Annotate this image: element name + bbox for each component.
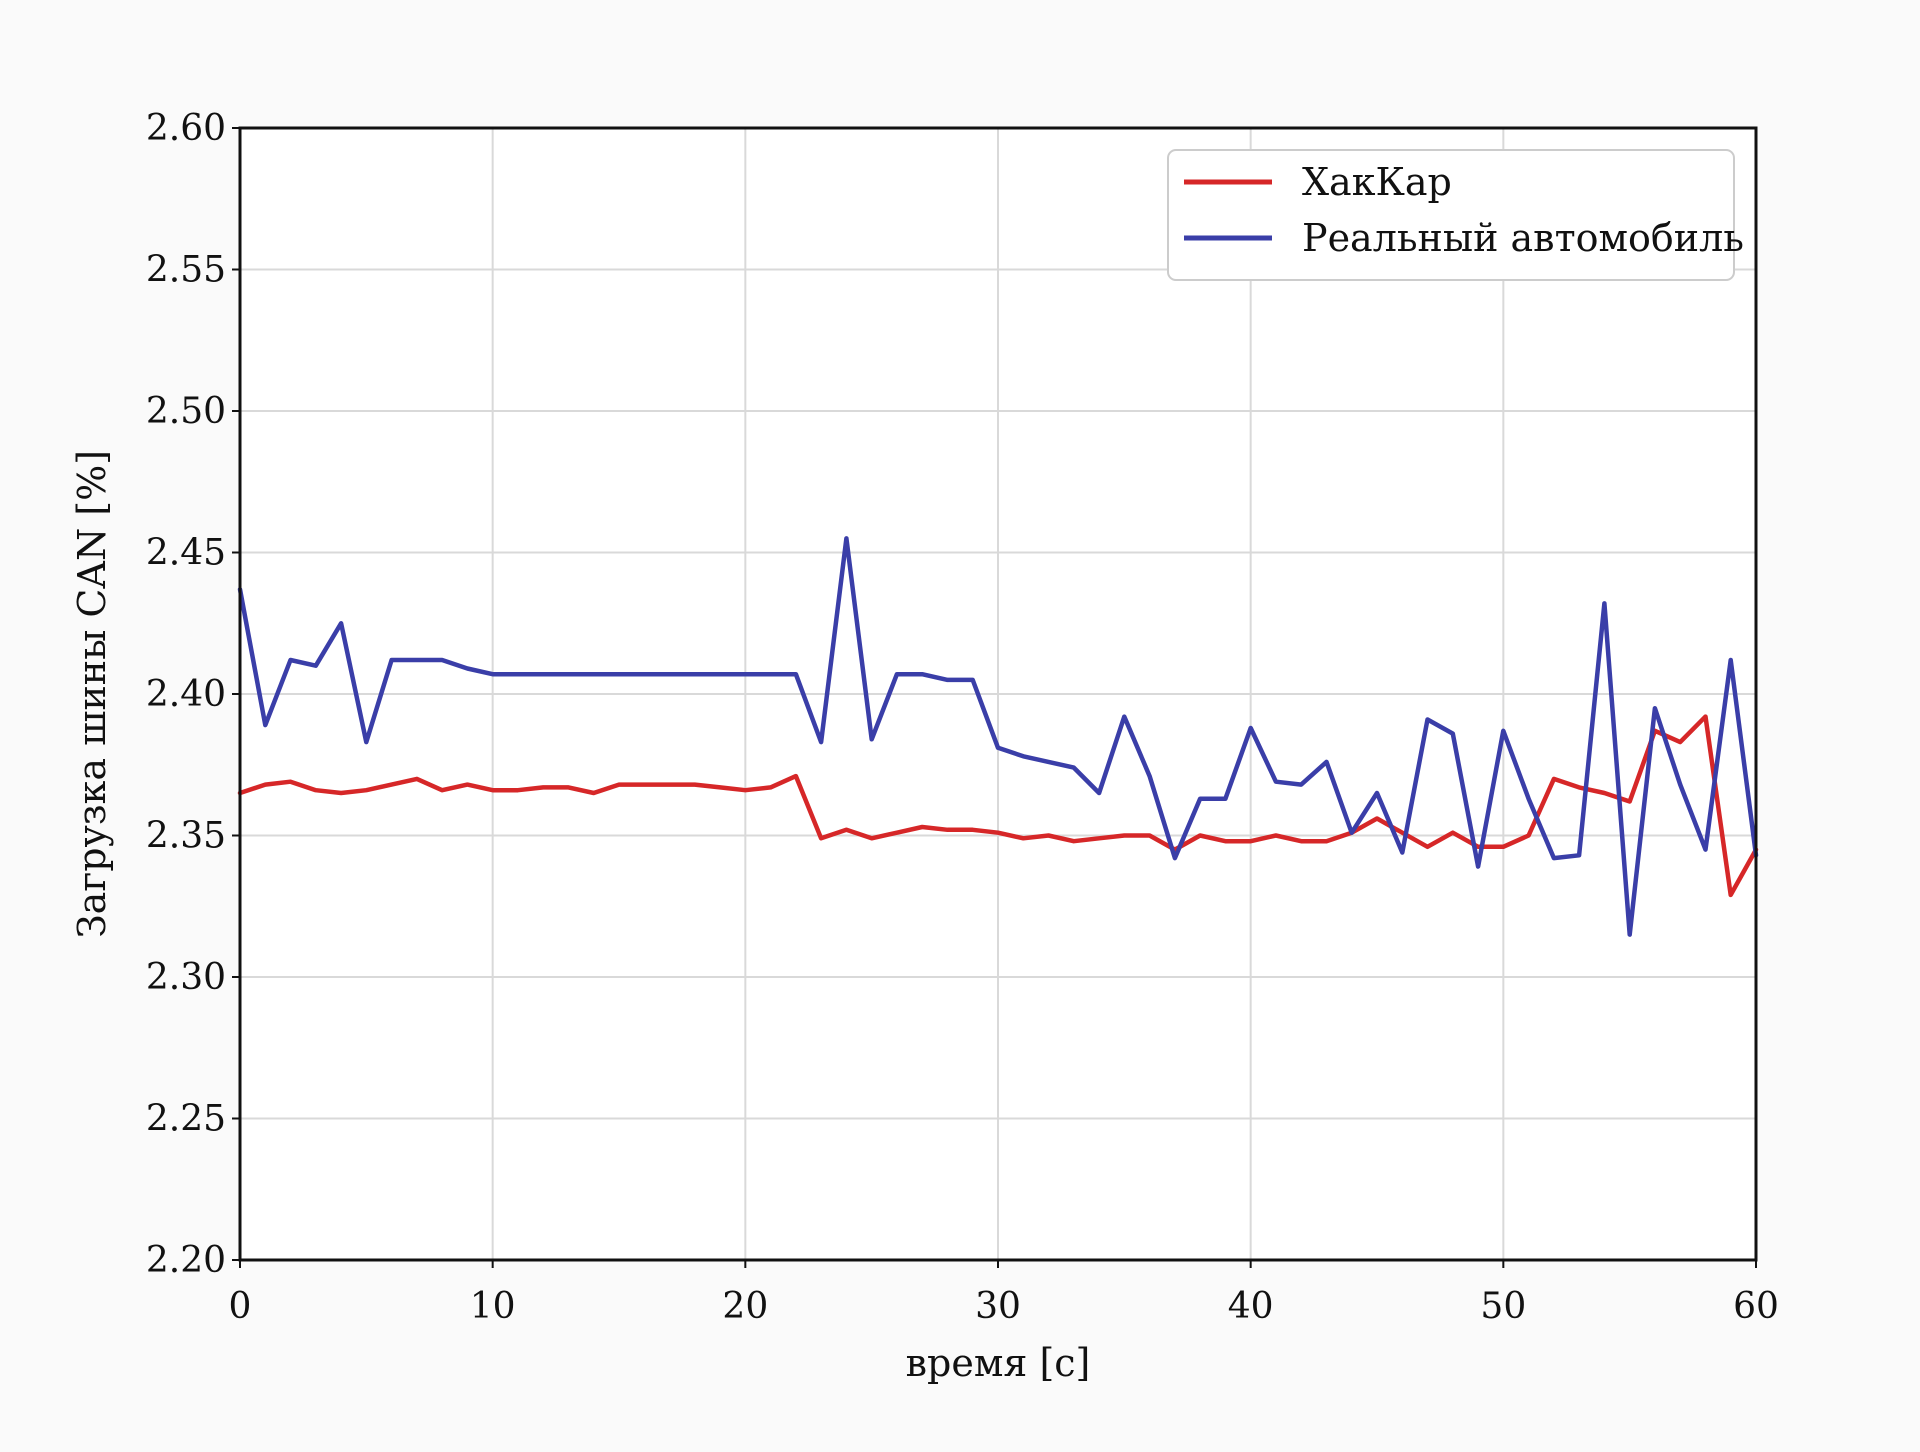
- series-line-2: [237, 536, 1759, 937]
- x-tick-label: 60: [1733, 1286, 1779, 1327]
- series-line-1: [237, 714, 1759, 898]
- y-tick-label: 2.60: [146, 108, 226, 149]
- y-tick-label: 2.20: [146, 1240, 226, 1281]
- legend-label-1: ХакКар: [1302, 160, 1452, 204]
- y-tick-label: 2.40: [146, 674, 226, 715]
- y-tick-label: 2.55: [146, 250, 226, 291]
- y-tick-label: 2.35: [146, 816, 226, 857]
- y-tick-label: 2.30: [146, 957, 226, 998]
- y-tick-label: 2.50: [146, 391, 226, 432]
- y-tick-label: 2.45: [146, 533, 226, 574]
- y-axis-label: Загрузка шины CAN [%]: [70, 450, 114, 938]
- x-tick-label: 40: [1228, 1286, 1274, 1327]
- x-tick-label: 20: [722, 1286, 768, 1327]
- x-tick-label: 0: [229, 1286, 252, 1327]
- x-axis-label: время [с]: [906, 1341, 1091, 1385]
- x-tick-label: 10: [470, 1286, 516, 1327]
- ticks: 0 10 20 30 40 50 60 2.20 2.25 2.30 2.35 2.40 2.45 2.5…: [146, 108, 1779, 1327]
- series-layer: [237, 536, 1759, 937]
- legend-box: [1167, 149, 1735, 281]
- x-tick-label: 50: [1480, 1286, 1526, 1327]
- y-tick-label: 2.25: [146, 1099, 226, 1140]
- x-tick-label: 30: [975, 1286, 1021, 1327]
- legend-label-2: Реальный автомобиль: [1302, 216, 1744, 260]
- legend: ХакКар Реальный автомобиль: [1167, 149, 1744, 281]
